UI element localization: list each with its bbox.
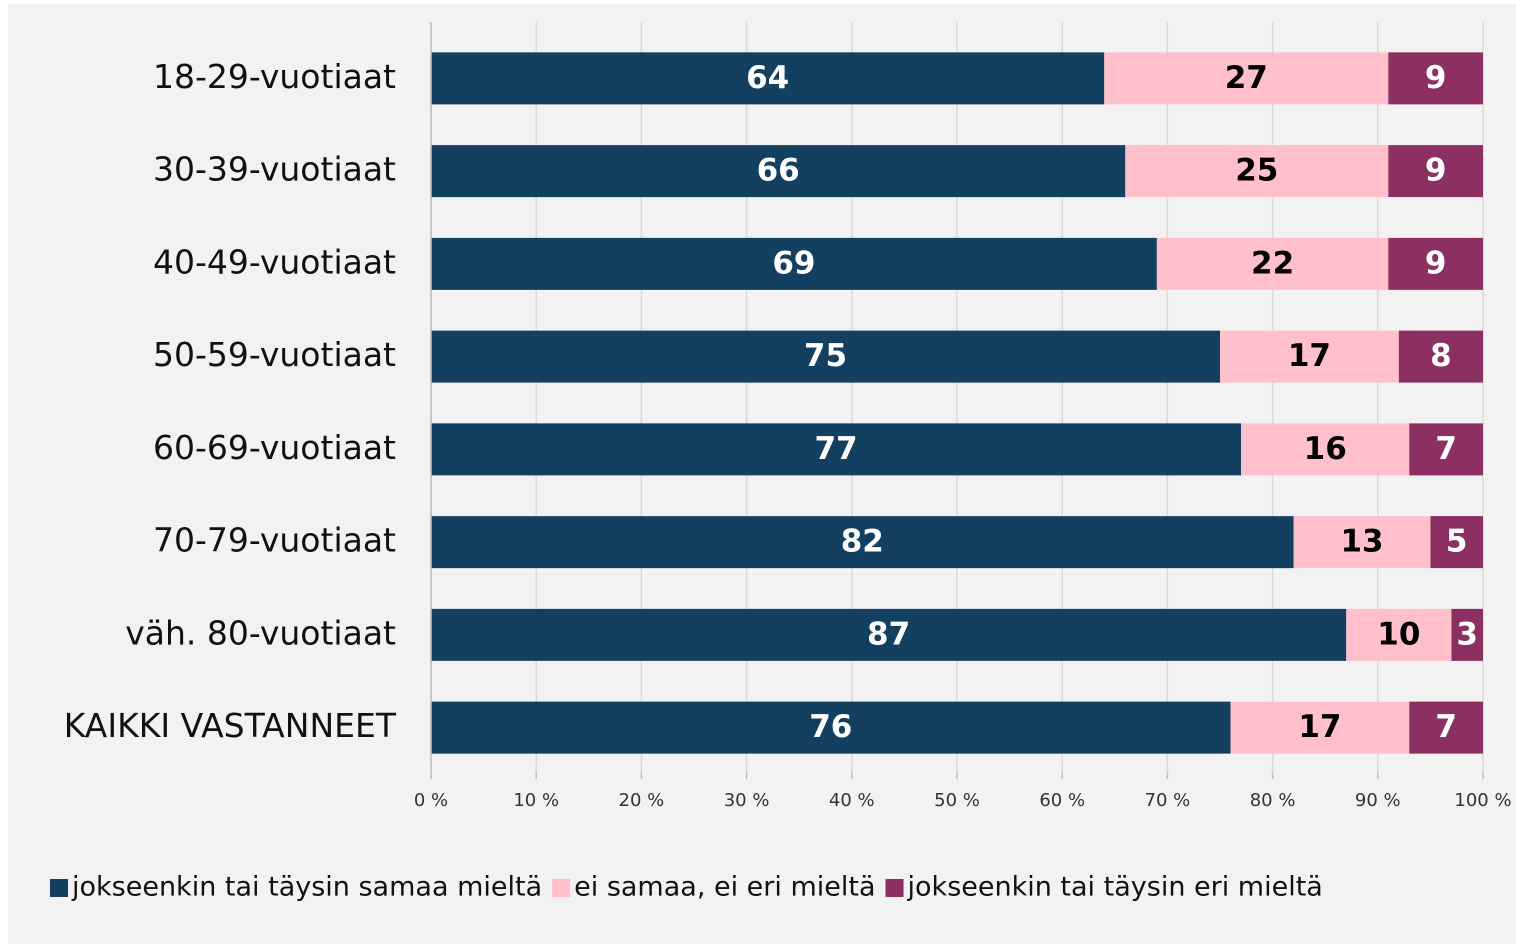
data-label: 25 (1235, 153, 1278, 189)
bar-segment (1125, 145, 1389, 198)
bar-segment (1409, 423, 1483, 476)
data-label: 10 (1377, 616, 1420, 652)
legend-swatch (50, 879, 68, 897)
legend-swatch (885, 879, 904, 897)
x-tick-label: 40 % (829, 790, 875, 811)
data-label: 5 (1446, 524, 1468, 560)
legend-label: jokseenkin tai täysin samaa mieltä (71, 872, 542, 903)
data-label: 16 (1304, 431, 1347, 467)
bar-segment (1409, 701, 1483, 754)
x-tick-label: 10 % (513, 790, 559, 811)
y-tick-label: 60-69-vuotiaat (153, 428, 396, 467)
bar-segment (1451, 608, 1483, 661)
legend-swatch (552, 879, 571, 897)
bar-segment (1398, 330, 1483, 383)
data-label: 17 (1298, 709, 1341, 745)
bar-segment (1156, 237, 1389, 290)
data-label: 64 (746, 60, 789, 96)
x-tick-label: 90 % (1355, 790, 1401, 811)
bar-segment (431, 145, 1126, 198)
data-label: 22 (1251, 245, 1294, 281)
x-tick-label: 50 % (934, 790, 980, 811)
data-label: 82 (841, 524, 884, 560)
bar-segment (1241, 423, 1410, 476)
y-tick-label: 70-79-vuotiaat (153, 521, 396, 560)
bar-segment (431, 701, 1231, 754)
data-label: 75 (804, 338, 847, 374)
data-label: 27 (1225, 60, 1268, 96)
bar-segment (431, 608, 1347, 661)
bar-segment (1220, 330, 1399, 383)
data-label: 9 (1425, 153, 1447, 189)
x-tick-label: 60 % (1039, 790, 1085, 811)
x-tick-label: 30 % (724, 790, 770, 811)
y-tick-label: väh. 80-vuotiaat (125, 613, 396, 652)
y-tick-label: 18-29-vuotiaat (153, 57, 396, 96)
data-label: 69 (772, 245, 815, 281)
data-label: 66 (757, 153, 800, 189)
x-tick-label: 20 % (619, 790, 665, 811)
y-tick-label: KAIKKI VASTANNEET (64, 706, 397, 745)
data-label: 77 (814, 431, 857, 467)
data-label: 7 (1435, 431, 1457, 467)
bar-segment (1104, 52, 1389, 105)
y-tick-label: 30-39-vuotiaat (153, 150, 396, 189)
x-tick-label: 100 % (1454, 790, 1511, 811)
data-label: 7 (1435, 709, 1457, 745)
y-tick-label: 50-59-vuotiaat (153, 335, 396, 374)
bar-segment (431, 52, 1105, 105)
data-label: 76 (809, 709, 852, 745)
bar-segment (1346, 608, 1452, 661)
data-label: 9 (1425, 60, 1447, 96)
legend-label: ei samaa, ei eri mieltä (574, 872, 875, 903)
data-label: 13 (1340, 524, 1383, 560)
bar-segment (1388, 52, 1483, 105)
bar-segment (1230, 701, 1410, 754)
bar-segment (431, 237, 1157, 290)
bar-segment (1388, 145, 1483, 198)
data-label: 3 (1456, 616, 1478, 652)
data-label: 8 (1430, 338, 1452, 374)
bar-segment (431, 330, 1220, 383)
bar-segment (1388, 237, 1483, 290)
x-tick-label: 80 % (1250, 790, 1296, 811)
bar-segment (1430, 516, 1483, 569)
y-tick-label: 40-49-vuotiaat (153, 242, 396, 281)
data-label: 17 (1288, 338, 1331, 374)
data-label: 9 (1425, 245, 1447, 281)
legend-label: jokseenkin tai täysin eri mieltä (907, 872, 1323, 903)
x-tick-label: 70 % (1145, 790, 1191, 811)
x-tick-label: 0 % (414, 790, 448, 811)
bar-segment (431, 423, 1242, 476)
bar-segment (1293, 516, 1431, 569)
bar-segment (431, 516, 1294, 569)
data-label: 87 (867, 616, 910, 652)
